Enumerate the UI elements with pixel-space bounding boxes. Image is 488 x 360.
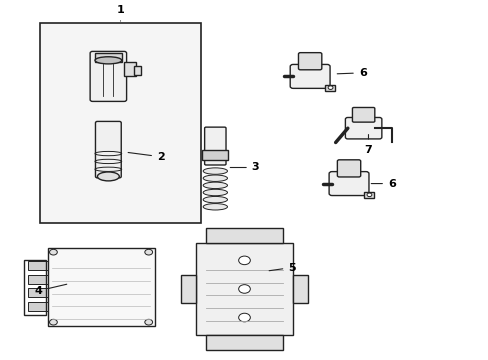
Ellipse shape — [97, 172, 119, 181]
Circle shape — [238, 285, 250, 293]
FancyBboxPatch shape — [90, 51, 126, 102]
Ellipse shape — [203, 168, 227, 174]
Bar — [196, 243, 292, 336]
Text: 7: 7 — [364, 135, 371, 155]
FancyBboxPatch shape — [345, 117, 381, 139]
Text: 5: 5 — [268, 262, 295, 273]
Bar — [292, 275, 307, 303]
FancyBboxPatch shape — [298, 53, 321, 70]
Ellipse shape — [203, 175, 227, 181]
Bar — [124, 62, 136, 76]
Text: 1: 1 — [117, 5, 124, 21]
Ellipse shape — [203, 203, 227, 210]
Bar — [28, 302, 47, 311]
Bar — [205, 228, 283, 243]
Text: 3: 3 — [230, 162, 259, 172]
Circle shape — [49, 319, 57, 325]
FancyBboxPatch shape — [204, 127, 225, 165]
Text: 2: 2 — [128, 152, 164, 162]
Bar — [181, 275, 196, 303]
Text: 6: 6 — [370, 179, 395, 189]
Bar — [28, 275, 47, 284]
Bar — [28, 261, 47, 270]
Bar — [28, 288, 47, 297]
Ellipse shape — [203, 189, 227, 196]
Bar — [24, 260, 46, 315]
Circle shape — [144, 249, 152, 255]
Ellipse shape — [95, 57, 122, 64]
FancyBboxPatch shape — [352, 108, 374, 122]
Bar — [363, 192, 373, 198]
Circle shape — [144, 319, 152, 325]
Bar — [202, 150, 228, 160]
FancyBboxPatch shape — [328, 172, 368, 195]
Circle shape — [327, 86, 332, 89]
FancyBboxPatch shape — [289, 64, 329, 88]
Bar — [47, 248, 154, 327]
Ellipse shape — [203, 197, 227, 203]
Ellipse shape — [203, 182, 227, 189]
Bar — [95, 53, 122, 62]
Bar — [134, 66, 141, 75]
Bar — [205, 336, 283, 350]
Circle shape — [49, 249, 57, 255]
Circle shape — [238, 256, 250, 265]
Bar — [40, 23, 201, 223]
Circle shape — [238, 313, 250, 322]
Bar — [324, 85, 335, 90]
FancyBboxPatch shape — [337, 160, 360, 177]
Text: 6: 6 — [337, 68, 366, 78]
FancyBboxPatch shape — [95, 121, 121, 178]
Text: 4: 4 — [35, 284, 67, 296]
Circle shape — [366, 193, 371, 197]
